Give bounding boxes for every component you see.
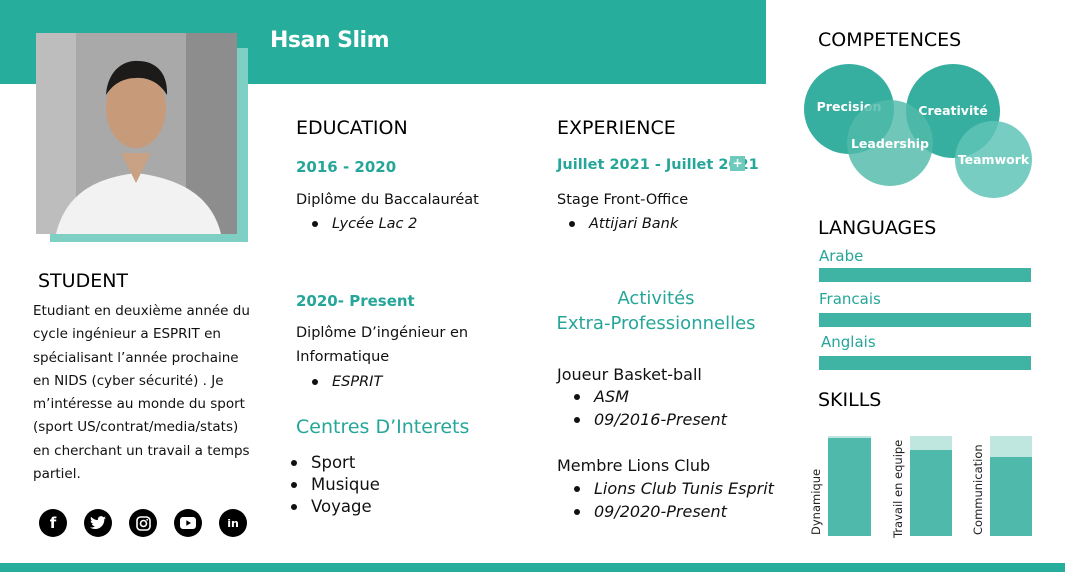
skill-name: Communication xyxy=(971,444,985,535)
education-degree: Diplôme D’ingénieur en Informatique xyxy=(296,321,468,369)
experience-company-list: Attijari Bank xyxy=(565,212,678,236)
competence-bubble: Teamwork xyxy=(955,121,1032,198)
youtube-icon[interactable] xyxy=(174,509,202,537)
activity-details: Lions Club Tunis Esprit 09/2020-Present xyxy=(570,477,774,523)
activities-title-line: Activités xyxy=(617,288,695,309)
bio-line: en cherchant un travail a temps xyxy=(33,442,250,459)
education-place-list: ESPRIT xyxy=(308,370,382,394)
bio-line: cycle ingénieur a ESPRIT en xyxy=(33,326,221,343)
language-name: Arabe xyxy=(819,247,864,265)
language-name: Anglais xyxy=(821,333,876,351)
bio-line: m’intéresse au monde du sport xyxy=(33,396,245,413)
person-name: Hsan Slim xyxy=(270,28,390,53)
education-period: 2020- Present xyxy=(296,292,415,310)
activities-title: Activités Extra-Professionnelles xyxy=(553,286,759,336)
activity-details: ASM 09/2016-Present xyxy=(570,385,727,431)
footer-band xyxy=(0,563,1065,572)
education-title: EDUCATION xyxy=(296,117,408,139)
education-place: ESPRIT xyxy=(308,370,382,394)
language-level-bar xyxy=(819,356,1031,370)
facebook-glyph: f xyxy=(49,514,57,532)
bio-line: spécialisant l’année prochaine xyxy=(33,349,239,366)
interest-item: Sport xyxy=(287,452,380,474)
profile-title: STUDENT xyxy=(38,270,129,292)
twitter-icon[interactable] xyxy=(84,509,112,537)
linkedin-icon[interactable]: in xyxy=(219,509,247,537)
experience-title: EXPERIENCE xyxy=(557,117,676,139)
person-illustration xyxy=(36,33,237,234)
twitter-glyph xyxy=(90,516,106,529)
interest-item: Voyage xyxy=(287,496,380,518)
skill-level-fill xyxy=(828,438,871,536)
interests-title: Centres D’Interets xyxy=(296,416,470,438)
competence-label: Leadership xyxy=(850,135,930,151)
experience-period: Juillet 2021 - Juillet 2021 xyxy=(557,157,759,173)
skills-title: SKILLS xyxy=(818,389,882,411)
interest-item: Musique xyxy=(287,474,380,496)
linkedin-glyph: in xyxy=(227,516,239,530)
skill-bar xyxy=(990,436,1032,536)
activity-title: Membre Lions Club xyxy=(557,456,711,475)
bio-line: (sport US/contrat/media/stats) xyxy=(33,419,239,436)
skill-name: Travail en equipe xyxy=(891,439,905,538)
skill-bar xyxy=(828,436,871,536)
bio-line: en NIDS (cyber sécurité) . Je xyxy=(33,372,224,389)
skill-name: Dynamique xyxy=(809,468,823,535)
instagram-icon[interactable] xyxy=(129,509,157,537)
activity-title: Joueur Basket-ball xyxy=(557,365,702,384)
activity-detail: ASM xyxy=(570,385,727,408)
language-level-bar xyxy=(819,313,1031,327)
competence-label: Teamwork xyxy=(957,152,1030,167)
degree-line: Diplôme D’ingénieur en xyxy=(296,325,469,341)
language-name: Francais xyxy=(819,290,881,308)
bio-text: Etudiant en deuxième année du cycle ingé… xyxy=(33,300,273,486)
skill-level-fill xyxy=(910,450,952,536)
competence-label: Creativité xyxy=(918,102,988,118)
activity-detail: Lions Club Tunis Esprit xyxy=(570,477,774,500)
education-place: Lycée Lac 2 xyxy=(308,212,417,236)
instagram-glyph xyxy=(135,515,151,531)
activity-detail: 09/2020-Present xyxy=(570,500,774,523)
skill-bar xyxy=(910,436,952,536)
activities-title-line: Extra-Professionnelles xyxy=(556,313,756,334)
competence-bubble: Leadership xyxy=(847,100,933,186)
education-period: 2016 - 2020 xyxy=(296,158,397,176)
bio-line: Etudiant en deuxième année du xyxy=(33,303,250,319)
skill-level-fill xyxy=(990,457,1032,536)
experience-company: Attijari Bank xyxy=(565,212,678,236)
competences-title: COMPETENCES xyxy=(818,29,962,51)
degree-line: Informatique xyxy=(296,349,390,365)
education-degree: Diplôme du Baccalauréat xyxy=(296,192,479,208)
youtube-glyph xyxy=(180,517,196,529)
activity-detail: 09/2016-Present xyxy=(570,408,727,431)
experience-job: Stage Front-Office xyxy=(557,192,689,208)
bio-line: partiel. xyxy=(33,466,81,483)
language-level-bar xyxy=(819,268,1031,282)
facebook-icon[interactable]: f xyxy=(39,509,67,537)
profile-photo xyxy=(36,33,237,234)
education-place-list: Lycée Lac 2 xyxy=(308,212,417,236)
languages-title: LANGUAGES xyxy=(818,217,937,239)
interests-list: Sport Musique Voyage xyxy=(287,452,380,518)
add-icon[interactable]: + xyxy=(730,156,745,171)
